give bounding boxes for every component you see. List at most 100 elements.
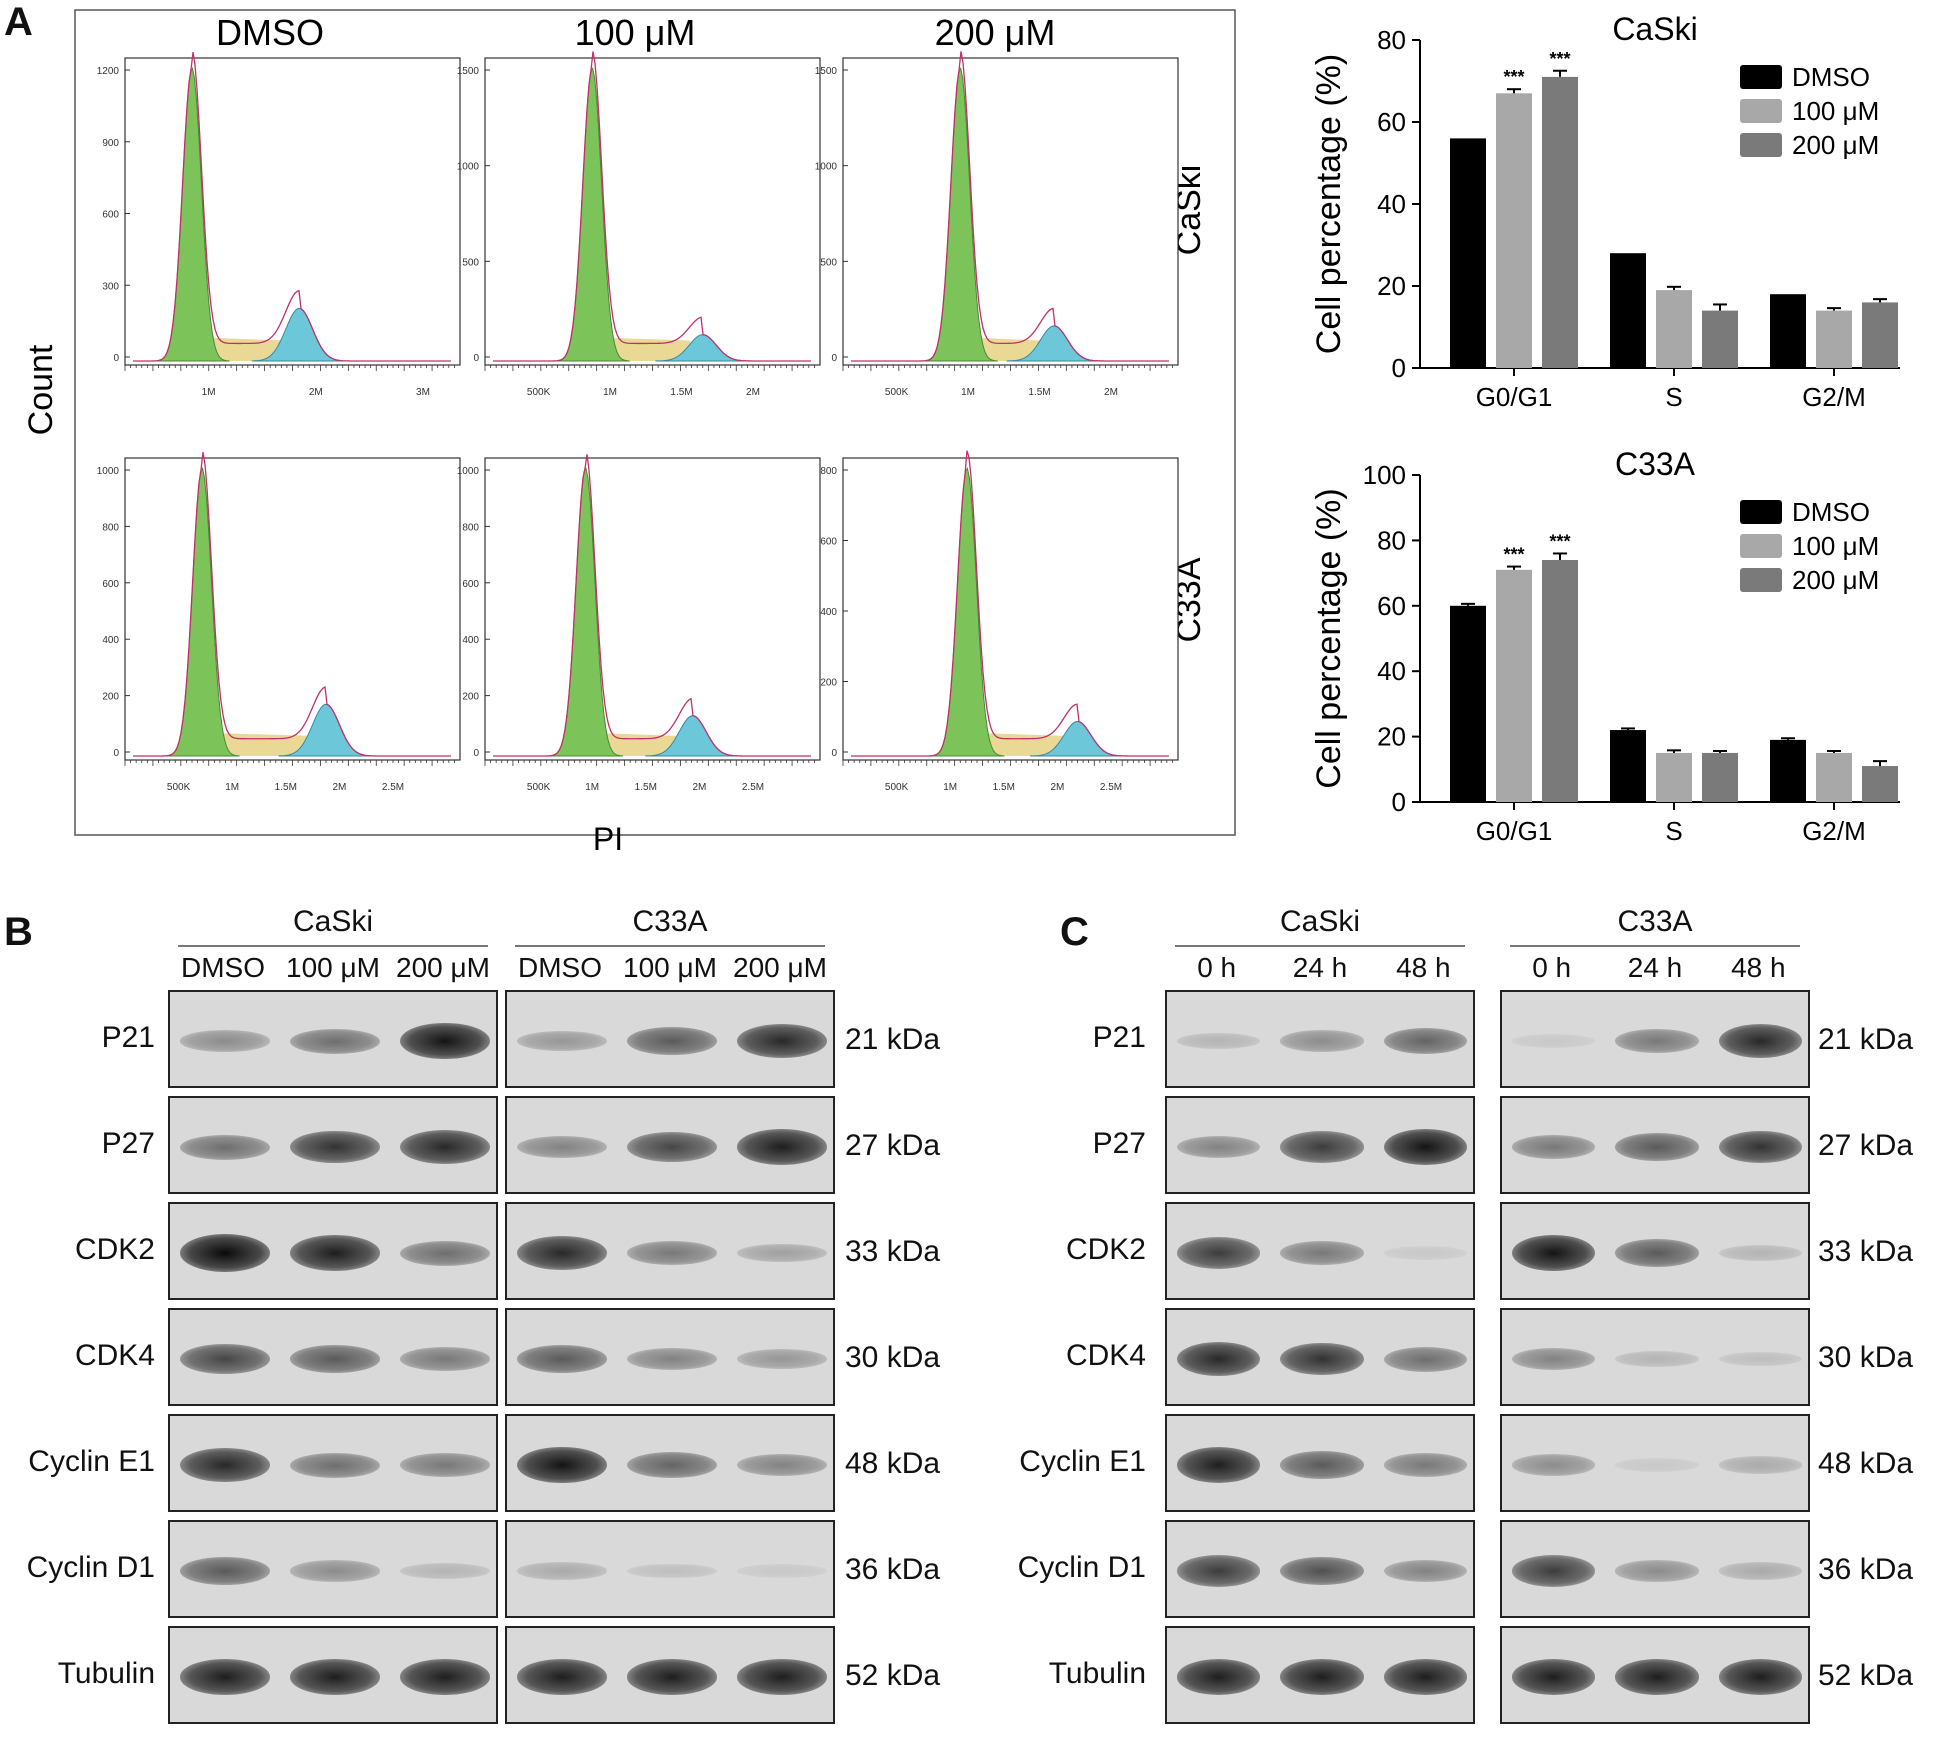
protein-band xyxy=(1280,1241,1364,1265)
protein-band xyxy=(1512,1555,1596,1587)
x-tick-label: 1.5M xyxy=(635,782,657,793)
histogram-plot-area xyxy=(842,457,1179,761)
x-tick-label: 2.5M xyxy=(382,782,404,793)
x-tick-label: 2M xyxy=(692,782,706,793)
condition-title: 200 μM xyxy=(935,12,1056,53)
y-axis-label: Cell percentage (%) xyxy=(1310,488,1348,788)
protein-band xyxy=(1280,1451,1364,1479)
x-tick-label: 2M xyxy=(746,387,760,398)
protein-band xyxy=(737,1453,827,1477)
protein-band xyxy=(517,1345,607,1373)
bar xyxy=(1610,253,1646,368)
histogram-plot: 1000 800 600 400 200 0 500K 1M 1.5M 2M 2.5M xyxy=(97,452,461,793)
protein-band xyxy=(737,1659,827,1695)
protein-band xyxy=(400,1453,490,1477)
protein-band xyxy=(290,1235,380,1271)
protein-band xyxy=(400,1563,490,1579)
significance-marker: *** xyxy=(1503,67,1524,87)
x-tick-label: 500K xyxy=(527,387,551,398)
lane-label: 100 μM xyxy=(623,952,717,983)
protein-band xyxy=(180,1447,270,1483)
protein-label: CDK2 xyxy=(74,1233,155,1266)
panel-label-c: C xyxy=(1060,910,1089,954)
bar xyxy=(1496,93,1532,369)
y-tick-label: 80 xyxy=(1377,25,1406,55)
blot-strip xyxy=(1165,1308,1475,1406)
s-phase-fill xyxy=(592,337,703,361)
histogram-plot-area xyxy=(842,57,1179,366)
blot-strip xyxy=(1500,1096,1810,1194)
bar xyxy=(1702,310,1738,368)
legend-swatch xyxy=(1740,500,1782,524)
y-tick-label: 500 xyxy=(462,257,479,268)
protein-band xyxy=(400,1022,490,1060)
protein-band xyxy=(517,1562,607,1580)
blot-strip xyxy=(505,1414,835,1512)
protein-band xyxy=(627,1241,717,1265)
y-tick-label: 1500 xyxy=(457,66,480,77)
protein-label: Cyclin E1 xyxy=(1019,1445,1146,1478)
total-fit-curve xyxy=(851,51,1169,362)
protein-band xyxy=(627,1451,717,1479)
x-tick-label: 1M xyxy=(943,782,957,793)
blot-strip xyxy=(168,1520,498,1618)
x-tick-label: 2M xyxy=(1104,387,1118,398)
lane-label: DMSO xyxy=(518,952,602,983)
y-tick-label: 800 xyxy=(462,522,479,533)
y-tick-label: 900 xyxy=(102,138,119,149)
protein-band xyxy=(1718,1562,1802,1580)
x-tick-label: 2M xyxy=(1050,782,1064,793)
lane-label: 200 μM xyxy=(396,952,490,983)
protein-band xyxy=(627,1131,717,1163)
protein-band xyxy=(290,1345,380,1373)
protein-band xyxy=(180,1134,270,1160)
protein-band xyxy=(737,1349,827,1369)
blot-group-underline xyxy=(515,945,825,947)
blot-group-label: C33A xyxy=(1617,905,1693,938)
protein-label: Cyclin E1 xyxy=(28,1445,155,1478)
histogram-plot-area xyxy=(484,457,821,761)
protein-label: P27 xyxy=(1092,1127,1146,1160)
protein-band xyxy=(1615,1458,1699,1472)
histogram-frame xyxy=(74,9,1236,836)
y-tick-label: 20 xyxy=(1377,271,1406,301)
protein-band xyxy=(1615,1133,1699,1161)
protein-band xyxy=(1615,1351,1699,1367)
histogram-plot: 1000 800 600 400 200 0 500K 1M 1.5M 2M 2.5M xyxy=(457,454,821,793)
protein-band xyxy=(1615,1239,1699,1267)
x-axis-label: PI xyxy=(593,821,623,857)
y-tick-label: 40 xyxy=(1377,656,1406,686)
bar xyxy=(1496,569,1532,802)
legend-swatch xyxy=(1740,568,1782,592)
x-tick-label: 1.5M xyxy=(993,782,1015,793)
y-tick-label: 1500 xyxy=(815,66,838,77)
y-tick-label: 600 xyxy=(102,579,119,590)
x-tick-label: S xyxy=(1665,816,1682,846)
bar xyxy=(1816,752,1852,802)
y-tick-label: 1000 xyxy=(815,162,838,173)
x-tick-label: 1.5M xyxy=(670,387,692,398)
protein-band xyxy=(1615,1029,1699,1053)
blot-group-underline xyxy=(1175,945,1465,947)
blot-strip xyxy=(505,990,835,1088)
protein-band xyxy=(1280,1030,1364,1052)
protein-label: CDK4 xyxy=(74,1339,155,1372)
total-fit-curve xyxy=(493,454,811,757)
protein-band xyxy=(290,1028,380,1054)
histogram-plot: 1500 1000 500 0 500K 1M 1.5M 2M xyxy=(815,51,1179,398)
bar xyxy=(1542,76,1578,369)
protein-band xyxy=(1383,1559,1467,1583)
protein-band xyxy=(1383,1453,1467,1477)
panel-label-b: B xyxy=(4,910,33,954)
x-tick-label: 2.5M xyxy=(1100,782,1122,793)
legend-swatch xyxy=(1740,65,1782,89)
chart-title: C33A xyxy=(1615,446,1696,482)
legend-label: 200 μM xyxy=(1792,130,1879,160)
protein-band xyxy=(1512,1454,1596,1476)
bar xyxy=(1770,739,1806,802)
legend-label: 200 μM xyxy=(1792,565,1879,595)
y-tick-label: 40 xyxy=(1377,189,1406,219)
protein-band xyxy=(400,1240,490,1266)
blot-strip xyxy=(505,1520,835,1618)
blot-strip xyxy=(1165,1414,1475,1512)
